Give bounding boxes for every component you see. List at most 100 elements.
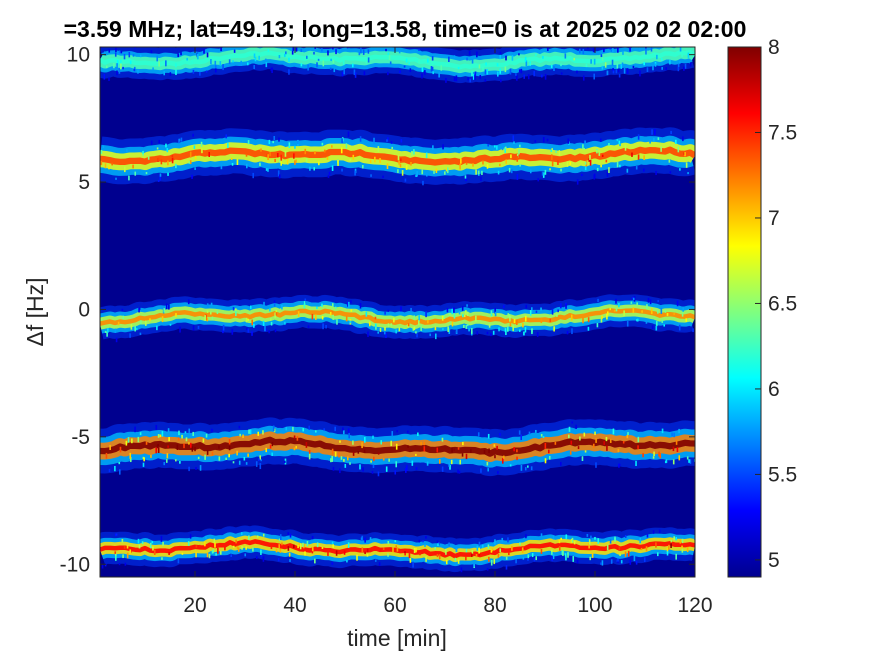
band-speckle [587, 326, 590, 331]
band-speckle [487, 544, 490, 549]
band-speckle [105, 65, 108, 69]
band-speckle [367, 331, 369, 337]
band-speckle [386, 163, 389, 169]
band-speckle [364, 537, 366, 543]
band-speckle [474, 73, 477, 77]
band-speckle [120, 51, 123, 54]
band-speckle [615, 298, 617, 304]
band-speckle [611, 59, 614, 66]
band-speckle [220, 550, 222, 555]
band-speckle [610, 559, 613, 564]
band-speckle [242, 434, 244, 438]
band-speckle [552, 327, 555, 331]
band-speckle [194, 167, 196, 170]
band-speckle [681, 545, 683, 550]
band-speckle [231, 163, 234, 166]
band-speckle [335, 550, 338, 556]
band-speckle [533, 558, 536, 562]
band-speckle [609, 438, 612, 443]
band-speckle [570, 538, 573, 544]
band-speckle [214, 542, 216, 548]
band-speckle [509, 321, 512, 327]
band-speckle [544, 442, 547, 449]
band-speckle [120, 63, 122, 70]
band-speckle [315, 314, 317, 320]
band-speckle [673, 536, 675, 541]
band-speckle [442, 144, 444, 150]
band-speckle [307, 64, 309, 71]
band-speckle [576, 179, 579, 185]
band-speckle [681, 54, 683, 58]
band-speckle [637, 154, 640, 160]
band-speckle [448, 328, 451, 334]
band-speckle [156, 55, 159, 62]
band-speckle [383, 331, 386, 335]
band-speckle [418, 48, 420, 51]
band-speckle [608, 167, 610, 173]
band-speckle [636, 302, 638, 306]
band-speckle [117, 321, 120, 326]
band-speckle [476, 51, 478, 58]
band-speckle [540, 318, 543, 324]
band-speckle [409, 557, 412, 563]
band-speckle [509, 68, 512, 75]
band-speckle [222, 329, 224, 334]
band-speckle [637, 445, 639, 450]
band-speckle [373, 456, 375, 462]
band-speckle [231, 328, 234, 335]
band-speckle [560, 72, 563, 75]
band-speckle [608, 143, 610, 146]
band-speckle [118, 563, 121, 566]
band-speckle [345, 143, 348, 149]
band-speckle [248, 429, 250, 434]
band-speckle [360, 537, 363, 540]
band-speckle [249, 429, 252, 435]
band-speckle [655, 325, 658, 331]
band-speckle [388, 55, 391, 61]
band-speckle [317, 58, 320, 61]
band-speckle [512, 325, 514, 332]
band-speckle [370, 460, 372, 463]
band-speckle [100, 160, 103, 166]
band-speckle [204, 315, 206, 321]
band-speckle [643, 61, 645, 66]
band-speckle [256, 535, 259, 538]
band-speckle [366, 548, 369, 553]
band-speckle [142, 152, 144, 156]
band-speckle [606, 313, 608, 320]
band-speckle [176, 444, 179, 450]
band-speckle [497, 553, 500, 558]
band-speckle [408, 62, 411, 65]
band-speckle [516, 319, 518, 326]
band-speckle [590, 535, 592, 541]
band-speckle [617, 448, 620, 453]
band-speckle [167, 160, 169, 166]
band-speckle [323, 428, 325, 431]
band-speckle [271, 441, 274, 447]
band-speckle [434, 333, 437, 340]
band-speckle [685, 162, 688, 168]
band-speckle [108, 164, 110, 170]
band-speckle [557, 309, 559, 313]
band-speckle [431, 66, 434, 71]
band-speckle [252, 547, 254, 552]
band-speckle [600, 54, 603, 58]
band-speckle [468, 50, 471, 56]
band-speckle [473, 563, 475, 567]
band-speckle [179, 326, 181, 333]
band-speckle [235, 308, 237, 314]
band-speckle [139, 54, 142, 58]
band-speckle [134, 325, 136, 332]
band-speckle [278, 55, 281, 59]
band-speckle [677, 43, 679, 46]
band-speckle [595, 150, 598, 153]
band-speckle [126, 545, 129, 549]
band-speckle [161, 316, 164, 323]
band-speckle [629, 47, 631, 52]
x-tick-label: 80 [483, 594, 506, 617]
band-speckle [522, 323, 524, 328]
band-speckle [135, 327, 138, 331]
band-speckle [275, 548, 278, 553]
band-speckle [180, 52, 182, 56]
band-speckle [370, 174, 372, 177]
